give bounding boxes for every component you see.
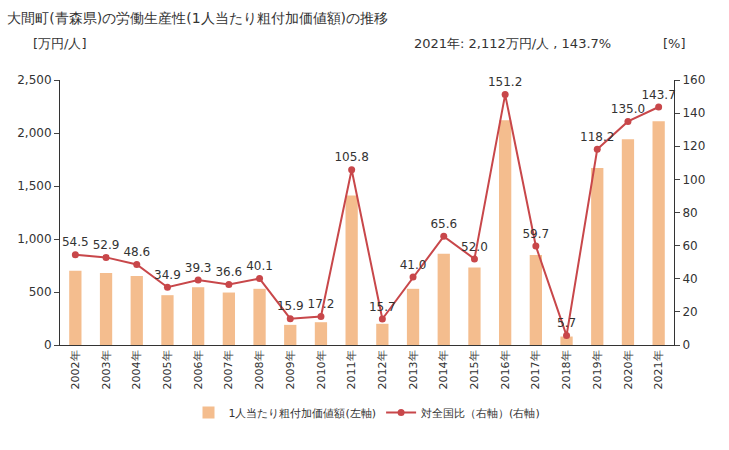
svg-text:39.3: 39.3 <box>185 261 212 275</box>
svg-text:2021年: 2021年 <box>652 350 665 389</box>
svg-text:143.7: 143.7 <box>641 88 675 102</box>
svg-text:2004年: 2004年 <box>130 350 143 389</box>
svg-text:140: 140 <box>682 106 705 120</box>
svg-text:2014年: 2014年 <box>437 350 450 389</box>
svg-text:2006年: 2006年 <box>192 350 205 389</box>
svg-text:大間町(青森県)の労働生産性(1人当たり粗付加価値額)の推移: 大間町(青森県)の労働生産性(1人当たり粗付加価値額)の推移 <box>7 10 388 26</box>
svg-text:2017年: 2017年 <box>529 350 542 389</box>
svg-text:20: 20 <box>682 305 697 319</box>
svg-text:135.0: 135.0 <box>611 102 645 116</box>
svg-text:2015年: 2015年 <box>468 350 481 389</box>
svg-text:40: 40 <box>682 272 697 286</box>
svg-text:500: 500 <box>29 285 52 299</box>
svg-text:2003年: 2003年 <box>100 350 113 389</box>
svg-text:2016年: 2016年 <box>499 350 512 389</box>
svg-text:2021年: 2,112万円/人 , 143.7%: 2021年: 2,112万円/人 , 143.7% <box>414 36 611 51</box>
svg-text:41.0: 41.0 <box>400 258 427 272</box>
svg-text:105.8: 105.8 <box>334 150 368 164</box>
svg-text:65.6: 65.6 <box>430 217 457 231</box>
svg-text:2,000: 2,000 <box>17 126 51 140</box>
svg-text:40.1: 40.1 <box>246 259 273 273</box>
svg-text:100: 100 <box>682 173 705 187</box>
svg-text:2005年: 2005年 <box>161 350 174 389</box>
svg-text:0: 0 <box>44 338 52 352</box>
svg-text:34.9: 34.9 <box>154 268 181 282</box>
svg-text:52.0: 52.0 <box>461 240 488 254</box>
svg-text:2013年: 2013年 <box>407 350 420 389</box>
svg-text:2011年: 2011年 <box>345 350 358 389</box>
svg-text:2010年: 2010年 <box>315 350 328 389</box>
svg-text:2020年: 2020年 <box>622 350 635 389</box>
svg-text:0: 0 <box>682 338 690 352</box>
svg-text:60: 60 <box>682 239 697 253</box>
svg-text:5.7: 5.7 <box>557 316 576 330</box>
svg-text:1,500: 1,500 <box>17 179 51 193</box>
svg-text:52.9: 52.9 <box>93 238 120 252</box>
svg-text:54.5: 54.5 <box>62 235 89 249</box>
svg-text:118.2: 118.2 <box>580 130 614 144</box>
svg-text:48.6: 48.6 <box>123 245 150 259</box>
svg-text:15.9: 15.9 <box>277 299 304 313</box>
svg-text:36.6: 36.6 <box>215 265 242 279</box>
svg-text:2012年: 2012年 <box>376 350 389 389</box>
svg-text:2007年: 2007年 <box>222 350 235 389</box>
svg-text:80: 80 <box>682 206 697 220</box>
svg-text:1,000: 1,000 <box>17 232 51 246</box>
svg-text:15.7: 15.7 <box>369 300 396 314</box>
svg-text:[%]: [%] <box>663 36 686 51</box>
svg-text:2019年: 2019年 <box>591 350 604 389</box>
svg-text:2009年: 2009年 <box>284 350 297 389</box>
svg-text:2018年: 2018年 <box>560 350 573 389</box>
svg-text:対全国比（右軸）(右軸): 対全国比（右軸）(右軸) <box>421 407 540 420</box>
svg-text:17.2: 17.2 <box>308 297 335 311</box>
svg-text:151.2: 151.2 <box>488 75 522 89</box>
svg-text:2002年: 2002年 <box>69 350 82 389</box>
svg-text:160: 160 <box>682 73 705 87</box>
svg-text:1人当たり粗付加価値額(左軸): 1人当たり粗付加価値額(左軸) <box>229 407 377 420</box>
svg-text:120: 120 <box>682 139 705 153</box>
svg-text:59.7: 59.7 <box>522 227 549 241</box>
svg-text:[万円/人]: [万円/人] <box>33 36 87 51</box>
svg-text:2,500: 2,500 <box>17 73 51 87</box>
svg-text:2008年: 2008年 <box>253 350 266 389</box>
